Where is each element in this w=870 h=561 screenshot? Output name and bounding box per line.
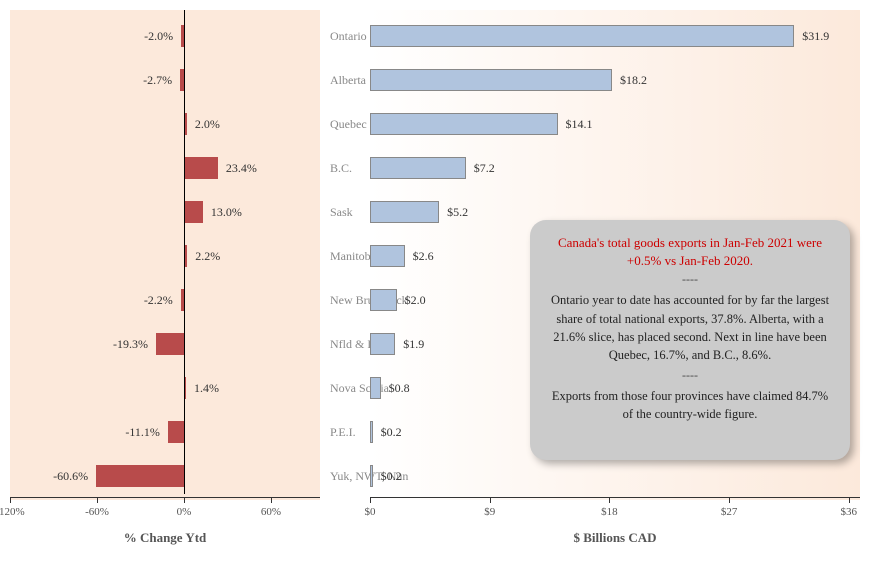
callout-body-1: Ontario year to date has accounted for b… — [546, 291, 834, 364]
row: 23.4%B.C.$7.2 — [0, 148, 870, 188]
pct-change-label: -11.1% — [125, 425, 160, 440]
row: -60.6%Yuk, NWT, Nun$0.2 — [0, 456, 870, 496]
pct-change-label: 1.4% — [194, 381, 219, 396]
value-bar — [370, 25, 794, 47]
value-label: $1.9 — [403, 337, 424, 352]
row: -2.7%Alberta$18.2 — [0, 60, 870, 100]
pct-change-bar — [96, 465, 184, 487]
dual-bar-chart: -2.0%Ontario$31.9-2.7%Alberta$18.22.0%Qu… — [0, 0, 870, 561]
x-tick — [729, 497, 730, 503]
pct-change-bar — [184, 201, 203, 223]
value-bar — [370, 333, 395, 355]
value-label: $0.2 — [381, 469, 402, 484]
pct-change-bar — [168, 421, 184, 443]
pct-change-label: -60.6% — [53, 469, 88, 484]
value-label: $14.1 — [566, 117, 593, 132]
pct-change-bar — [156, 333, 184, 355]
x-tick-label: 60% — [261, 506, 281, 518]
callout-title: Canada's total goods exports in Jan-Feb … — [546, 234, 834, 270]
value-label: $7.2 — [474, 161, 495, 176]
pct-change-label: 13.0% — [211, 205, 242, 220]
x-tick — [370, 497, 371, 503]
x-tick — [10, 497, 11, 503]
callout-separator-1: ---- — [546, 272, 834, 287]
x-tick — [271, 497, 272, 503]
x-tick-label: -60% — [85, 506, 109, 518]
value-label: $0.2 — [381, 425, 402, 440]
x-tick — [609, 497, 610, 503]
callout-separator-2: ---- — [546, 368, 834, 383]
right-x-axis-line — [370, 497, 860, 498]
x-tick-label: $18 — [601, 506, 618, 518]
pct-change-label: -2.0% — [144, 29, 173, 44]
x-tick-label: $36 — [841, 506, 858, 518]
value-label: $0.8 — [389, 381, 410, 396]
x-tick-label: $0 — [365, 506, 376, 518]
value-bar — [370, 289, 397, 311]
value-bar — [370, 465, 373, 487]
value-bar — [370, 421, 373, 443]
row: 2.0%Quebec$14.1 — [0, 104, 870, 144]
x-tick — [849, 497, 850, 503]
pct-change-bar — [184, 157, 218, 179]
pct-change-label: 2.2% — [195, 249, 220, 264]
left-x-axis-title: % Change Ytd — [124, 530, 207, 546]
value-bar — [370, 377, 381, 399]
value-bar — [370, 113, 558, 135]
value-bar — [370, 157, 466, 179]
value-label: $31.9 — [802, 29, 829, 44]
value-label: $2.6 — [413, 249, 434, 264]
callout-body-2: Exports from those four provinces have c… — [546, 387, 834, 423]
x-tick-label: $27 — [721, 506, 738, 518]
value-bar — [370, 245, 405, 267]
right-x-axis-title: $ Billions CAD — [573, 530, 656, 546]
value-bar — [370, 69, 612, 91]
callout-box: Canada's total goods exports in Jan-Feb … — [530, 220, 850, 460]
pct-change-label: -2.2% — [144, 293, 173, 308]
value-label: $2.0 — [405, 293, 426, 308]
x-tick — [97, 497, 98, 503]
pct-change-label: -2.7% — [143, 73, 172, 88]
x-tick — [184, 497, 185, 503]
pct-change-label: 2.0% — [195, 117, 220, 132]
x-tick-label: 0% — [177, 506, 192, 518]
x-tick — [490, 497, 491, 503]
value-label: $18.2 — [620, 73, 647, 88]
left-zero-axis — [184, 10, 185, 494]
pct-change-label: 23.4% — [226, 161, 257, 176]
row: -2.0%Ontario$31.9 — [0, 16, 870, 56]
value-bar — [370, 201, 439, 223]
left-x-axis-line — [10, 497, 320, 498]
pct-change-label: -19.3% — [113, 337, 148, 352]
value-label: $5.2 — [447, 205, 468, 220]
x-tick-label: -120% — [0, 506, 25, 518]
x-tick-label: $9 — [484, 506, 495, 518]
